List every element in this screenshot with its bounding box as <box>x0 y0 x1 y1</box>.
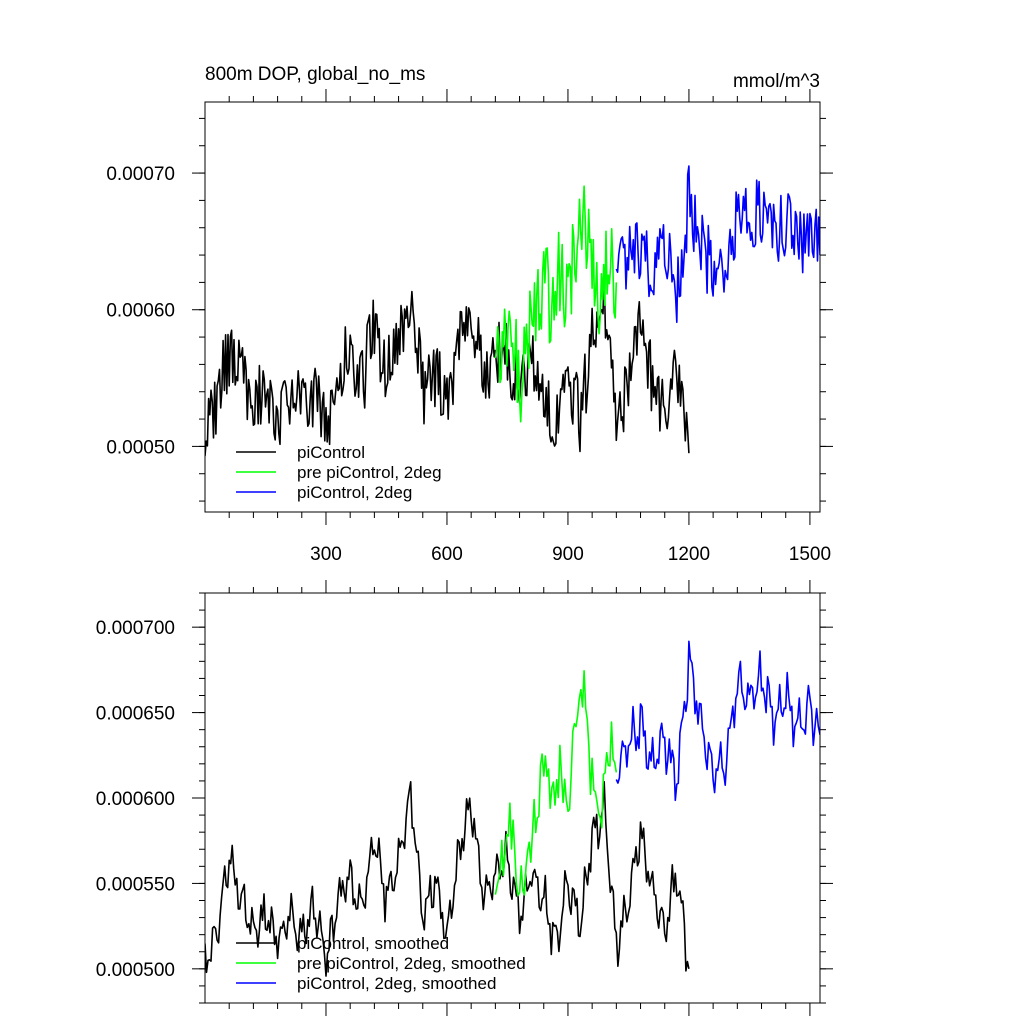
y-tick-label: 0.000550 <box>96 874 175 895</box>
series-line <box>494 670 618 897</box>
legend-label: piControl, smoothed <box>297 934 449 953</box>
legend-label: piControl, 2deg <box>297 483 412 502</box>
x-tick-label: 1200 <box>668 544 710 565</box>
y-tick-label: 0.00070 <box>106 164 175 185</box>
series-line <box>615 640 820 802</box>
y-tick-label: 0.000700 <box>96 618 175 639</box>
x-tick-label: 1500 <box>789 544 831 565</box>
legend-label: piControl, 2deg, smoothed <box>297 974 496 993</box>
legend-label: piControl <box>297 443 365 462</box>
plot-frame <box>204 101 821 513</box>
y-tick-label: 0.000600 <box>96 789 175 810</box>
x-tick-label: 600 <box>431 544 463 565</box>
series-line <box>615 165 820 323</box>
chart-title: 800m DOP, global_no_ms <box>205 64 426 85</box>
units-label: mmol/m^3 <box>732 71 820 92</box>
series-line <box>494 185 618 423</box>
y-tick-label: 0.000500 <box>96 960 175 981</box>
series-line <box>205 781 690 977</box>
legend-label: pre piControl, 2deg, smoothed <box>297 954 526 973</box>
y-tick-label: 0.000650 <box>96 704 175 725</box>
chart-panel-2: 0.000500 0.000550 0.000600 0.000650 0.000700… <box>96 580 833 1016</box>
legend-label: pre piControl, 2deg <box>297 463 442 482</box>
x-tick-label: 300 <box>310 544 342 565</box>
y-tick-label: 0.00050 <box>106 437 175 458</box>
chart-panel-1: 300 600 900 1200 1500 0.00050 0.00060 0.00070 pi… <box>106 89 833 565</box>
y-tick-label: 0.00060 <box>106 301 175 322</box>
series-line <box>205 268 690 457</box>
x-tick-label: 900 <box>552 544 584 565</box>
